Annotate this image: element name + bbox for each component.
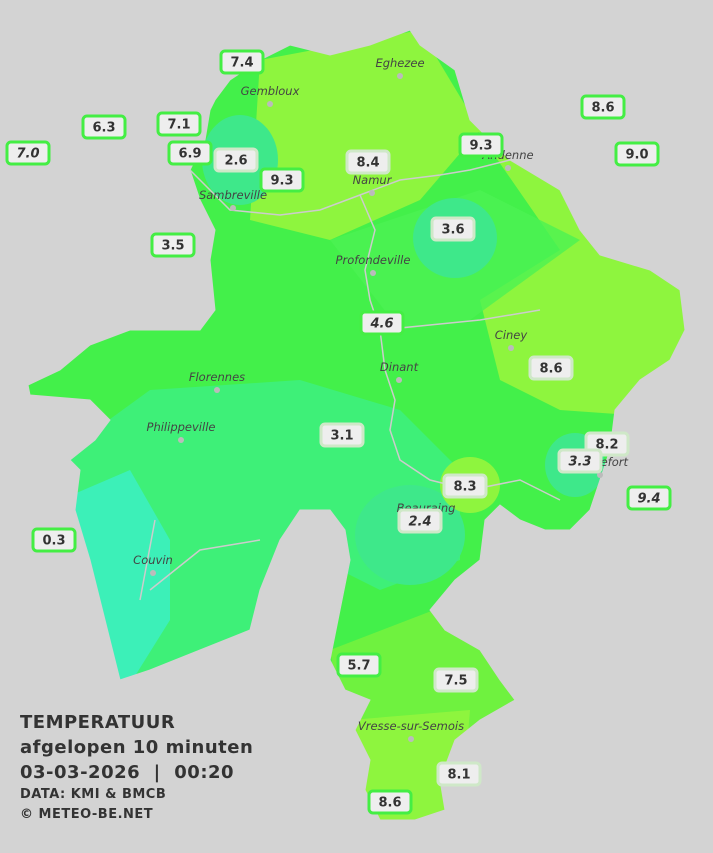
station-box: [528, 355, 574, 381]
station-box: [397, 508, 443, 534]
place-dot: [230, 205, 236, 211]
station-value: 5.7: [347, 659, 370, 674]
station-box: [81, 114, 127, 140]
station-value: 8.2: [595, 438, 618, 453]
station-value: 2.4: [408, 515, 431, 530]
place-label: Couvin: [133, 553, 173, 567]
place-dot: [150, 570, 156, 576]
station-value: 7.4: [230, 56, 253, 71]
station-box: [336, 652, 382, 678]
station-value: 9.4: [637, 492, 660, 507]
station-box: [626, 485, 672, 511]
station-box: [614, 141, 660, 167]
station-box: [359, 310, 405, 336]
station-box: [557, 448, 603, 474]
place-dot: [408, 736, 414, 742]
station-value: 3.6: [441, 223, 464, 238]
place-label: Namur: [353, 173, 393, 187]
legend: TEMPERATUUR afgelopen 10 minuten 03-03-2…: [20, 710, 253, 825]
place-dot: [597, 472, 603, 478]
place-label: Ciney: [495, 328, 528, 342]
place-dot: [178, 437, 184, 443]
station-box: [219, 49, 265, 75]
station-value: 7.0: [16, 147, 39, 162]
station-value: 0.3: [42, 534, 65, 549]
place-dot: [267, 101, 273, 107]
station-box: [580, 94, 626, 120]
station-box: [433, 667, 479, 693]
source: DATA: KMI & BMCB: [20, 787, 167, 802]
place-label: Vresse-sur-Semois: [358, 719, 464, 733]
station-value: 3.3: [568, 455, 591, 470]
station-box: [345, 149, 391, 175]
rivers: [139, 159, 561, 601]
station-value: 9.0: [625, 148, 648, 163]
station-value: 3.1: [330, 429, 353, 444]
station-value: 7.5: [444, 674, 467, 689]
station-box: [436, 761, 482, 787]
station-value: 6.3: [92, 121, 115, 136]
station-box: [458, 132, 504, 158]
station-box: [167, 140, 213, 166]
station-value: 6.9: [178, 147, 201, 162]
station-value: 7.1: [167, 118, 190, 133]
station-box: [319, 422, 365, 448]
station-value: 8.6: [539, 362, 562, 377]
place-label: Profondeville: [336, 253, 411, 267]
station-value: 9.3: [270, 174, 293, 189]
station-box: [213, 147, 259, 173]
place-label: Dinant: [380, 360, 419, 374]
place-dot: [369, 190, 375, 196]
station-box: [430, 216, 476, 242]
station-box: [367, 789, 413, 815]
station-value: 3.5: [161, 239, 184, 254]
place-dot: [508, 345, 514, 351]
station-value: 8.1: [447, 768, 470, 783]
place-label: Eghezee: [375, 56, 424, 70]
station-box: [259, 167, 305, 193]
station-value: 4.6: [369, 317, 393, 332]
station-value: 8.3: [453, 480, 476, 495]
place-label: Gembloux: [241, 84, 300, 98]
station-value: 9.3: [469, 139, 492, 154]
place-label: Philippeville: [147, 420, 216, 434]
copyright: © METEO-BE.NET: [20, 807, 154, 822]
station-box: [5, 140, 51, 166]
place-dot: [370, 270, 376, 276]
heading: TEMPERATUUR: [20, 712, 176, 733]
station-value: 2.6: [224, 154, 247, 169]
place-dot: [214, 387, 220, 393]
place-dot: [505, 165, 511, 171]
station-value: 8.6: [378, 796, 401, 811]
place-dot: [396, 377, 402, 383]
station-value: 8.6: [591, 101, 614, 116]
place-dot: [397, 73, 403, 79]
timestamp: 03-03-2026 | 00:20: [20, 762, 235, 783]
station-box: [156, 111, 202, 137]
station-box: [31, 527, 77, 553]
station-box: [442, 473, 488, 499]
period: afgelopen 10 minuten: [20, 737, 254, 758]
station-value: 8.4: [356, 156, 379, 171]
place-label: Florennes: [189, 370, 245, 384]
place-label: Sambreville: [199, 188, 267, 202]
station-box: [150, 232, 196, 258]
